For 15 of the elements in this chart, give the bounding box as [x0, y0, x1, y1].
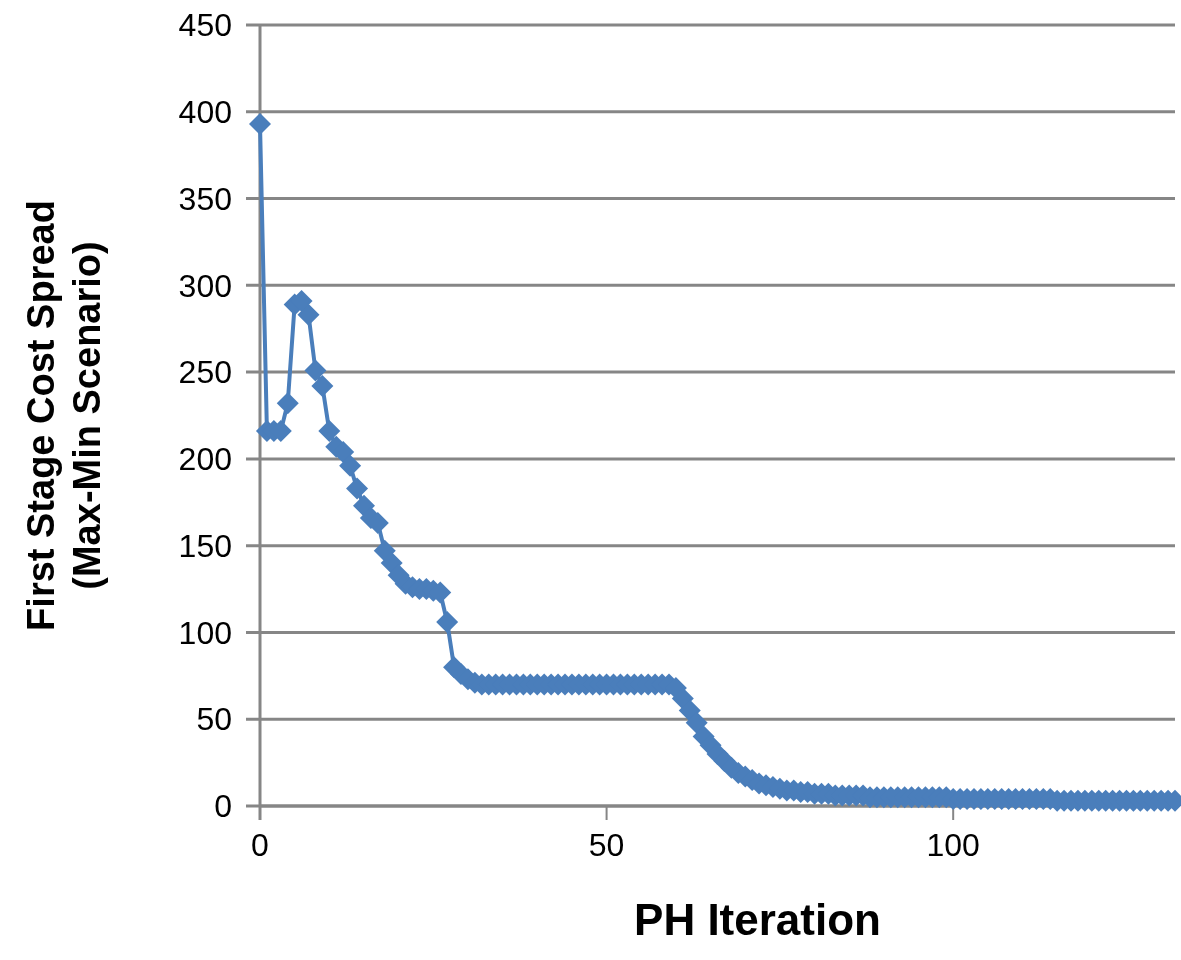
y-tick-label: 200 — [178, 441, 232, 478]
y-tick-label: 150 — [178, 527, 232, 564]
y-tick-label: 450 — [178, 7, 232, 44]
y-tick-label: 100 — [178, 614, 232, 651]
x-tick-label: 0 — [251, 827, 269, 863]
y-tick-label: 350 — [178, 180, 232, 217]
x-tick-label: 50 — [588, 827, 625, 863]
x-axis-title: PH Iteration — [634, 895, 881, 944]
x-tick-label: 100 — [926, 827, 980, 863]
y-tick-label: 250 — [178, 354, 232, 391]
y-axis-title: First Stage Cost Spread (Max-Min Scenario) — [20, 200, 108, 631]
y-tick-label: 400 — [178, 93, 232, 130]
y-tick-label: 300 — [178, 267, 232, 304]
y-tick-label: 50 — [196, 701, 232, 738]
y-tick-label: 0 — [214, 788, 232, 825]
